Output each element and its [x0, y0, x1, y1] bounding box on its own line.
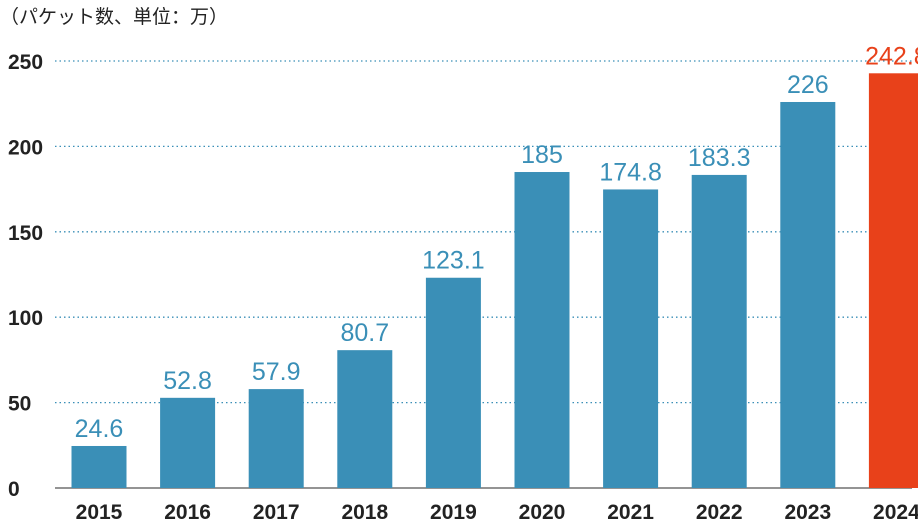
y-axis-ticks: 0 50 100 150 200 250: [8, 51, 43, 501]
x-tick-label: 2021: [607, 501, 654, 524]
bar: [71, 445, 127, 488]
x-tick-label: 2020: [519, 501, 566, 524]
bar: [248, 389, 304, 488]
x-tick-label: 2023: [784, 501, 831, 524]
x-axis-ticks: 2015 2016 2017 2018 2019 2020 2021 2022 2023 2024: [76, 501, 918, 524]
x-tick-label: 2022: [696, 501, 743, 524]
x-tick-label: 2024: [873, 501, 918, 524]
value-label: 242.8: [865, 42, 918, 70]
y-tick-label: 0: [8, 478, 20, 501]
bar: [691, 174, 747, 489]
bars: [71, 73, 918, 489]
value-label: 80.7: [340, 319, 389, 347]
y-tick-label: 150: [8, 222, 43, 245]
value-labels: 24.6 52.8 57.9 80.7 123.1 185 174.8 183.3 226 242…: [75, 42, 918, 443]
bar: [425, 277, 481, 488]
y-tick-label: 100: [8, 307, 43, 330]
value-label: 57.9: [252, 358, 301, 386]
value-label: 24.6: [75, 415, 124, 443]
y-tick-label: 250: [8, 51, 43, 74]
x-tick-label: 2018: [341, 501, 388, 524]
bar: [514, 172, 570, 488]
y-tick-label: 50: [8, 393, 31, 416]
value-label: 183.3: [688, 144, 751, 172]
y-tick-label: 200: [8, 136, 43, 159]
x-tick-label: 2015: [76, 501, 123, 524]
chart-unit-label: （パケット数、単位：万）: [0, 6, 229, 28]
bar: [780, 101, 836, 488]
value-label: 174.8: [599, 158, 662, 186]
value-label: 226: [787, 71, 829, 99]
value-label: 185: [521, 141, 563, 169]
value-label: 52.8: [163, 367, 212, 395]
bar: [868, 73, 918, 488]
bar: [603, 189, 659, 489]
x-tick-label: 2016: [164, 501, 211, 524]
x-tick-label: 2017: [253, 501, 300, 524]
bar: [160, 397, 216, 488]
value-label: 123.1: [422, 247, 485, 275]
bar: [337, 350, 393, 488]
x-tick-label: 2019: [430, 501, 477, 524]
